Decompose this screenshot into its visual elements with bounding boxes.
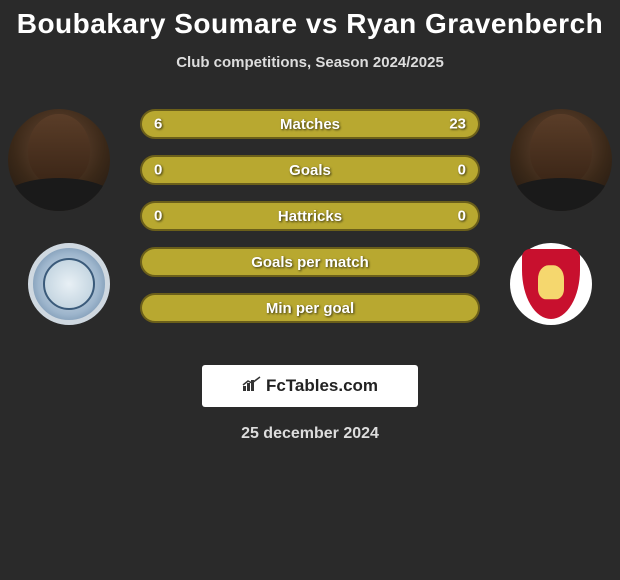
club-badge-right	[510, 243, 592, 325]
club-badge-left	[28, 243, 110, 325]
source-logo-text: FcTables.com	[266, 376, 378, 396]
stat-value-right: 0	[458, 208, 466, 225]
stat-label: Hattricks	[278, 208, 342, 225]
stat-bar-fill-left	[142, 111, 213, 137]
chart-icon	[242, 376, 262, 397]
stat-bar: 0 0 Hattricks	[140, 201, 480, 231]
stat-label: Min per goal	[266, 300, 354, 317]
source-logo: FcTables.com	[202, 365, 418, 407]
stat-bar: 0 0 Goals	[140, 155, 480, 185]
stat-value-right: 23	[449, 116, 466, 133]
stat-bar: 6 23 Matches	[140, 109, 480, 139]
stat-value-left: 6	[154, 116, 162, 133]
stat-value-right: 0	[458, 162, 466, 179]
stat-bar: Goals per match	[140, 247, 480, 277]
stat-value-left: 0	[154, 162, 162, 179]
stat-bars-container: 6 23 Matches 0 0 Goals 0 0 Hattricks Goals per ma…	[140, 109, 480, 339]
page-title: Boubakary Soumare vs Ryan Gravenberch	[0, 0, 620, 40]
stat-label: Matches	[280, 116, 340, 133]
stat-label: Goals per match	[251, 254, 369, 271]
stat-bar-fill-right	[310, 157, 478, 183]
stat-value-left: 0	[154, 208, 162, 225]
comparison-area: 6 23 Matches 0 0 Goals 0 0 Hattricks Goals per ma…	[0, 109, 620, 349]
stat-bar-fill-left	[142, 157, 310, 183]
stat-bar: Min per goal	[140, 293, 480, 323]
stat-bar-fill-right	[213, 111, 478, 137]
snapshot-date: 25 december 2024	[0, 425, 620, 443]
page-subtitle: Club competitions, Season 2024/2025	[0, 54, 620, 71]
player-right-photo	[510, 109, 612, 211]
stat-label: Goals	[289, 162, 331, 179]
player-left-photo	[8, 109, 110, 211]
